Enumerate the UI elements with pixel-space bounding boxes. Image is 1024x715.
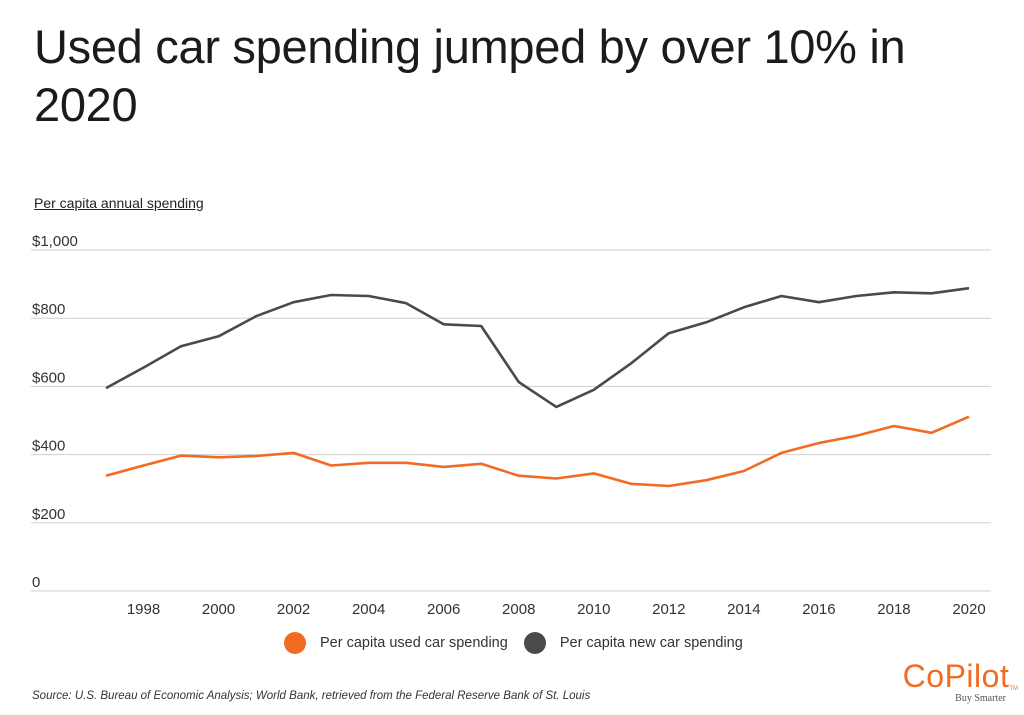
y-tick-label: $800	[32, 301, 65, 318]
logo-trademark: TM	[1009, 686, 1018, 692]
x-tick-label: 2004	[352, 601, 385, 618]
y-tick-label: 0	[32, 574, 40, 591]
x-tick-label: 2000	[202, 601, 235, 618]
x-tick-label: 2010	[577, 601, 610, 618]
x-tick-label: 2020	[952, 601, 985, 618]
legend-swatch-used	[284, 632, 306, 654]
y-tick-label: $600	[32, 369, 65, 386]
copilot-logo: CoPilotTM Buy Smarter	[893, 660, 1018, 704]
legend-swatch-new	[523, 632, 546, 654]
series-lines	[105, 286, 970, 488]
source-note: Source: U.S. Bureau of Economic Analysis…	[32, 690, 591, 702]
x-tick-label: 2014	[727, 601, 760, 618]
y-axis-label: Per capita annual spending	[34, 195, 204, 211]
x-tick-labels: 1998 2000 2002 2004 2006 2008 2010 2012 2014 2016…	[127, 601, 986, 618]
y-tick-label: $200	[32, 506, 65, 523]
y-tick-label: $1,000	[32, 233, 78, 250]
y-tick-label: $400	[32, 438, 65, 455]
legend: Per capita used car spending Per capita …	[284, 632, 759, 654]
y-tick-labels: 0 $200 $400 $600 $800 $1,000	[32, 233, 78, 591]
x-tick-label: 1998	[127, 601, 160, 618]
x-tick-label: 2012	[652, 601, 685, 618]
series-line-used-car	[105, 415, 970, 488]
logo-tagline: Buy Smarter	[955, 693, 1006, 704]
x-tick-label: 2018	[877, 601, 910, 618]
gridlines	[31, 249, 991, 592]
series-line-new-car	[105, 286, 970, 409]
legend-label-new: Per capita new car spending	[559, 635, 743, 651]
legend-item-used: Per capita used car spending	[284, 632, 508, 654]
legend-label-used: Per capita used car spending	[320, 635, 508, 651]
x-tick-label: 2008	[502, 601, 535, 618]
x-tick-label: 2016	[802, 601, 835, 618]
logo-brand: CoPilot	[902, 658, 1010, 694]
x-tick-label: 2006	[427, 601, 460, 618]
legend-item-new: Per capita new car spending	[523, 632, 743, 654]
x-tick-label: 2002	[277, 601, 310, 618]
chart-title: Used car spending jumped by over 10% in …	[34, 20, 906, 131]
